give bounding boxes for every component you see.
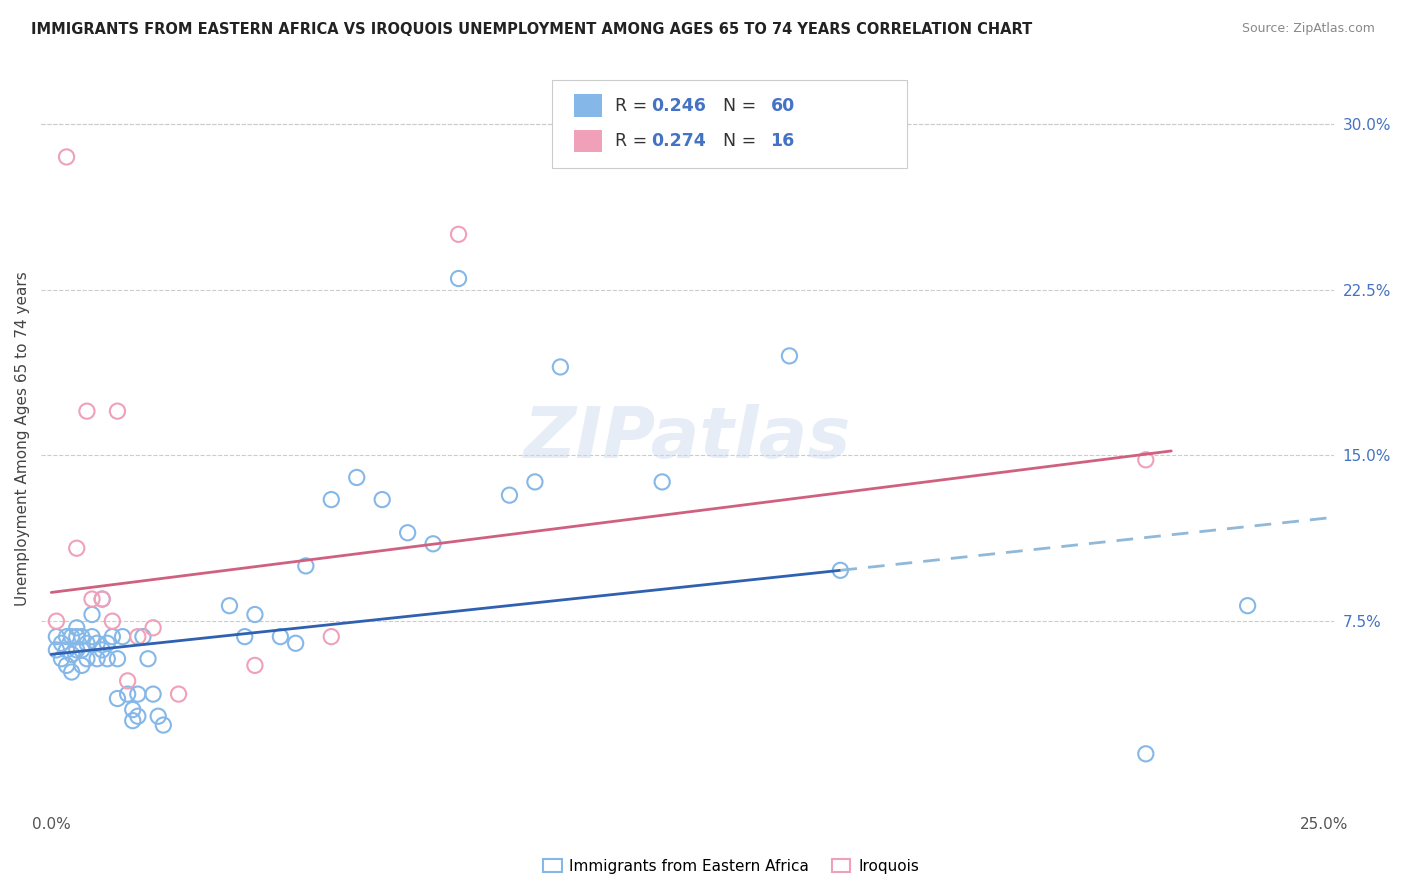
- Point: [117, 687, 139, 701]
- Point: [447, 271, 470, 285]
- Text: IMMIGRANTS FROM EASTERN AFRICA VS IROQUOIS UNEMPLOYMENT AMONG AGES 65 TO 74 YEAR: IMMIGRANTS FROM EASTERN AFRICA VS IROQUO…: [31, 22, 1032, 37]
- Point: [80, 607, 103, 622]
- Point: [91, 592, 114, 607]
- Point: [76, 652, 98, 666]
- Point: [55, 643, 77, 657]
- Point: [1236, 599, 1258, 613]
- Point: [243, 658, 266, 673]
- Text: 0.246: 0.246: [651, 96, 706, 114]
- Point: [107, 652, 129, 666]
- Point: [111, 630, 134, 644]
- Point: [498, 488, 520, 502]
- Text: 0.274: 0.274: [651, 132, 706, 150]
- Point: [96, 636, 118, 650]
- Point: [550, 359, 572, 374]
- Text: 60: 60: [770, 96, 794, 114]
- Point: [148, 709, 170, 723]
- Text: N =: N =: [713, 132, 762, 150]
- Point: [60, 630, 83, 644]
- Point: [96, 652, 118, 666]
- Point: [60, 665, 83, 679]
- Point: [284, 636, 307, 650]
- Point: [321, 492, 343, 507]
- Point: [117, 673, 139, 688]
- Point: [127, 687, 149, 701]
- Point: [243, 607, 266, 622]
- Point: [830, 563, 852, 577]
- Point: [136, 652, 159, 666]
- Point: [127, 630, 149, 644]
- Text: 16: 16: [770, 132, 794, 150]
- Point: [66, 630, 89, 644]
- Point: [218, 599, 240, 613]
- Point: [60, 648, 83, 662]
- Point: [51, 652, 73, 666]
- Point: [66, 621, 89, 635]
- Point: [101, 630, 124, 644]
- Point: [55, 150, 77, 164]
- Point: [142, 687, 165, 701]
- Text: R =: R =: [616, 96, 652, 114]
- Point: [101, 614, 124, 628]
- Text: R =: R =: [616, 132, 652, 150]
- Point: [70, 658, 93, 673]
- Point: [422, 537, 444, 551]
- FancyBboxPatch shape: [574, 95, 602, 117]
- Text: ZIPatlas: ZIPatlas: [524, 404, 851, 474]
- Point: [396, 525, 419, 540]
- Point: [55, 658, 77, 673]
- Point: [651, 475, 673, 489]
- Point: [80, 630, 103, 644]
- Point: [45, 643, 67, 657]
- Point: [321, 630, 343, 644]
- Point: [107, 691, 129, 706]
- Point: [127, 709, 149, 723]
- FancyBboxPatch shape: [553, 79, 907, 169]
- Point: [142, 621, 165, 635]
- Text: N =: N =: [713, 96, 762, 114]
- Point: [295, 558, 318, 573]
- Point: [76, 404, 98, 418]
- Point: [523, 475, 546, 489]
- Point: [45, 630, 67, 644]
- Point: [121, 703, 143, 717]
- Point: [76, 636, 98, 650]
- Point: [167, 687, 190, 701]
- Point: [447, 227, 470, 242]
- Point: [371, 492, 394, 507]
- Point: [346, 470, 368, 484]
- Point: [91, 592, 114, 607]
- Y-axis label: Unemployment Among Ages 65 to 74 years: Unemployment Among Ages 65 to 74 years: [15, 271, 30, 607]
- Point: [70, 630, 93, 644]
- Point: [70, 643, 93, 657]
- Point: [1135, 747, 1157, 761]
- FancyBboxPatch shape: [574, 130, 602, 153]
- Point: [107, 404, 129, 418]
- Point: [86, 652, 108, 666]
- Point: [80, 592, 103, 607]
- Point: [121, 714, 143, 728]
- Legend: Immigrants from Eastern Africa, Iroquois: Immigrants from Eastern Africa, Iroquois: [537, 853, 925, 880]
- Point: [269, 630, 291, 644]
- Point: [86, 636, 108, 650]
- Point: [51, 636, 73, 650]
- Point: [66, 643, 89, 657]
- Point: [152, 718, 174, 732]
- Point: [66, 541, 89, 556]
- Text: Source: ZipAtlas.com: Source: ZipAtlas.com: [1241, 22, 1375, 36]
- Point: [1135, 452, 1157, 467]
- Point: [55, 630, 77, 644]
- Point: [778, 349, 800, 363]
- Point: [233, 630, 256, 644]
- Point: [132, 630, 155, 644]
- Point: [91, 643, 114, 657]
- Point: [45, 614, 67, 628]
